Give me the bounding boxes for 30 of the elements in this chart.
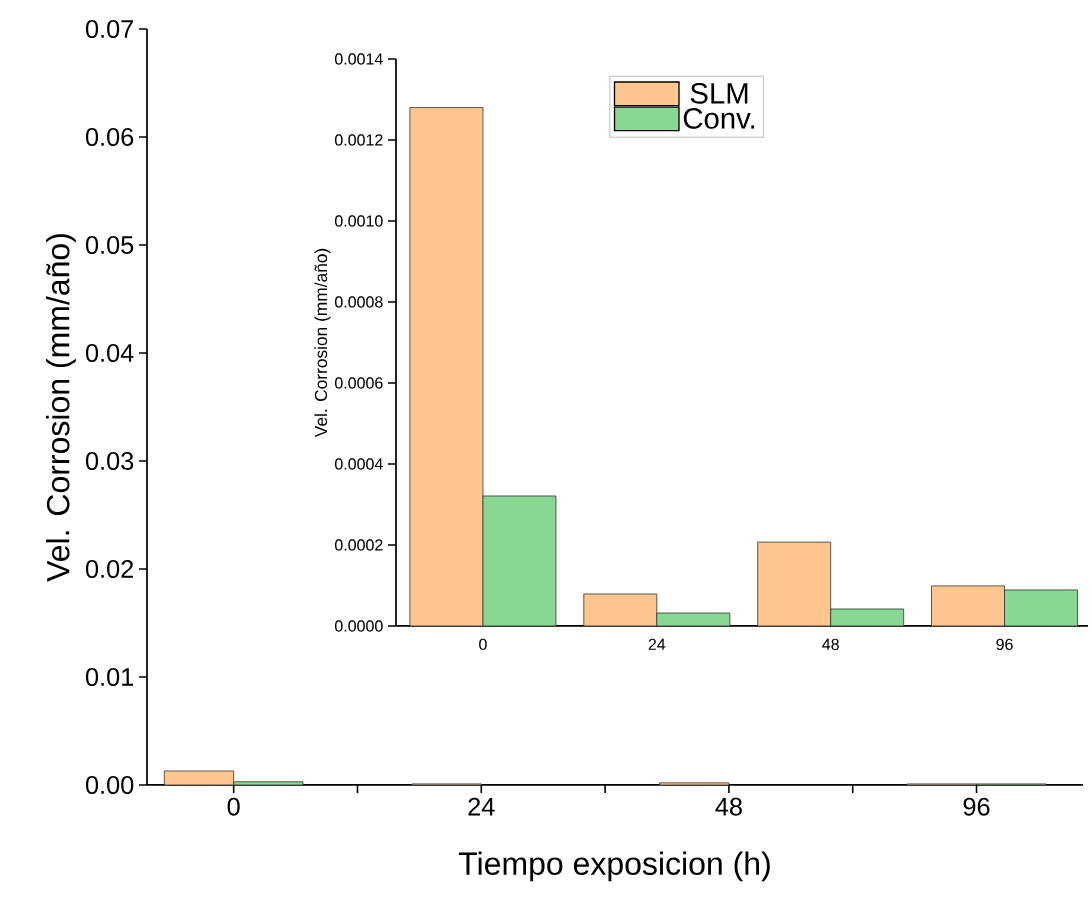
y-tick-label: 0.06 xyxy=(85,128,134,146)
y-tick-label: 0.02 xyxy=(85,560,134,578)
y-tick-label: 0.00 xyxy=(85,776,134,794)
y-tick-label: 0.0012 xyxy=(334,134,383,146)
y-tick-label: 0.07 xyxy=(85,20,134,38)
x-tick-label: 96 xyxy=(996,638,1013,651)
x-tick-label: 96 xyxy=(963,797,990,816)
x-tick-label: 24 xyxy=(648,638,666,650)
x-tick-label: 0 xyxy=(227,797,240,816)
x-tick-label: 48 xyxy=(715,797,742,816)
x-tick-label: 48 xyxy=(822,638,839,651)
y-tick-label: 0.0014 xyxy=(334,53,383,65)
y-axis-title: Vel. Corrosion (mm/año) xyxy=(46,234,76,582)
x-tick-label: 0 xyxy=(479,638,487,651)
y-tick-label: 0.0004 xyxy=(334,458,383,470)
bar xyxy=(659,782,730,786)
y-axis-title: Vel. Corrosion (mm/año) xyxy=(314,248,331,438)
y-tick-label: 0.04 xyxy=(85,344,134,362)
y-tick-label: 0.05 xyxy=(85,236,134,254)
y-tick-label: 0.03 xyxy=(85,452,134,470)
legend-label: SLM xyxy=(690,82,748,104)
y-tick-label: 0.0010 xyxy=(334,215,383,227)
y-tick-label: 0.0000 xyxy=(334,620,383,632)
y-tick-label: 0.0002 xyxy=(334,539,383,551)
x-axis-title: Tiempo exposicion (h) xyxy=(458,851,770,882)
y-tick-label: 0.01 xyxy=(85,668,134,686)
y-tick-label: 0.0006 xyxy=(334,377,383,389)
y-tick-label: 0.0008 xyxy=(334,296,383,308)
x-tick-label: 24 xyxy=(468,797,495,816)
legend-label: Conv. xyxy=(683,108,755,129)
